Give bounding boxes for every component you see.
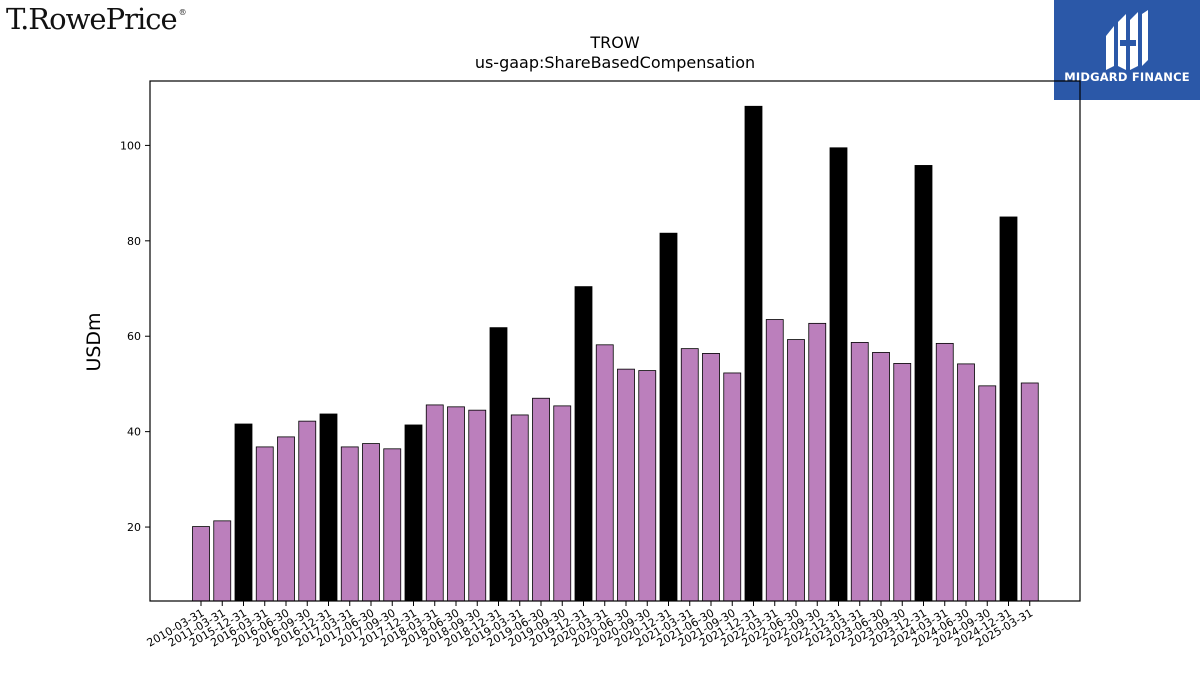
bar xyxy=(617,368,635,602)
bar xyxy=(680,348,699,602)
bar xyxy=(978,385,997,602)
bar xyxy=(744,105,763,602)
bar xyxy=(957,363,975,602)
bar xyxy=(255,446,274,602)
bar xyxy=(192,526,210,602)
midgard-badge: MIDGARD FINANCE xyxy=(1054,0,1200,100)
brand-logo: T.RowePrice ® xyxy=(6,2,187,36)
bar xyxy=(340,446,359,602)
chart-subtitle: us-gaap:ShareBasedCompensation xyxy=(474,53,756,72)
bar xyxy=(595,344,614,602)
midgard-name: MIDGARD FINANCE xyxy=(1064,70,1190,84)
y-tick-label: 20 xyxy=(127,521,141,534)
chart-title: TROW xyxy=(590,33,640,52)
bar xyxy=(532,397,550,602)
bar xyxy=(425,404,444,602)
bar xyxy=(702,353,720,602)
registered-mark: ® xyxy=(178,8,187,17)
y-tick-label: 60 xyxy=(127,330,141,343)
midgard-m-icon xyxy=(1106,10,1148,70)
bar xyxy=(765,319,784,602)
bar xyxy=(362,443,380,602)
plot-frame xyxy=(149,80,1081,602)
bar xyxy=(1020,382,1039,602)
bar xyxy=(277,436,295,602)
bar xyxy=(893,363,912,602)
y-tick-label: 40 xyxy=(127,426,141,439)
y-tick-label: 80 xyxy=(127,235,141,248)
bar xyxy=(404,424,423,602)
bar xyxy=(234,423,253,602)
bar xyxy=(829,147,848,602)
bar xyxy=(659,232,678,602)
bar xyxy=(638,370,657,602)
bar xyxy=(553,405,572,602)
y-tick-label: 100 xyxy=(120,139,141,152)
bar xyxy=(787,339,805,602)
bar xyxy=(447,406,465,602)
bar xyxy=(489,327,508,602)
bar xyxy=(808,322,827,602)
bar xyxy=(213,520,232,602)
bar xyxy=(723,372,742,602)
bar xyxy=(574,286,593,602)
bar xyxy=(935,342,954,602)
bar xyxy=(319,413,338,602)
bar xyxy=(298,420,317,602)
bar xyxy=(872,352,890,602)
bar xyxy=(914,165,933,602)
bar xyxy=(999,216,1018,602)
brand-name: T.RowePrice xyxy=(6,2,178,36)
bar xyxy=(468,409,487,602)
bar xyxy=(510,414,529,602)
bar xyxy=(850,342,869,602)
bar xyxy=(383,448,402,602)
